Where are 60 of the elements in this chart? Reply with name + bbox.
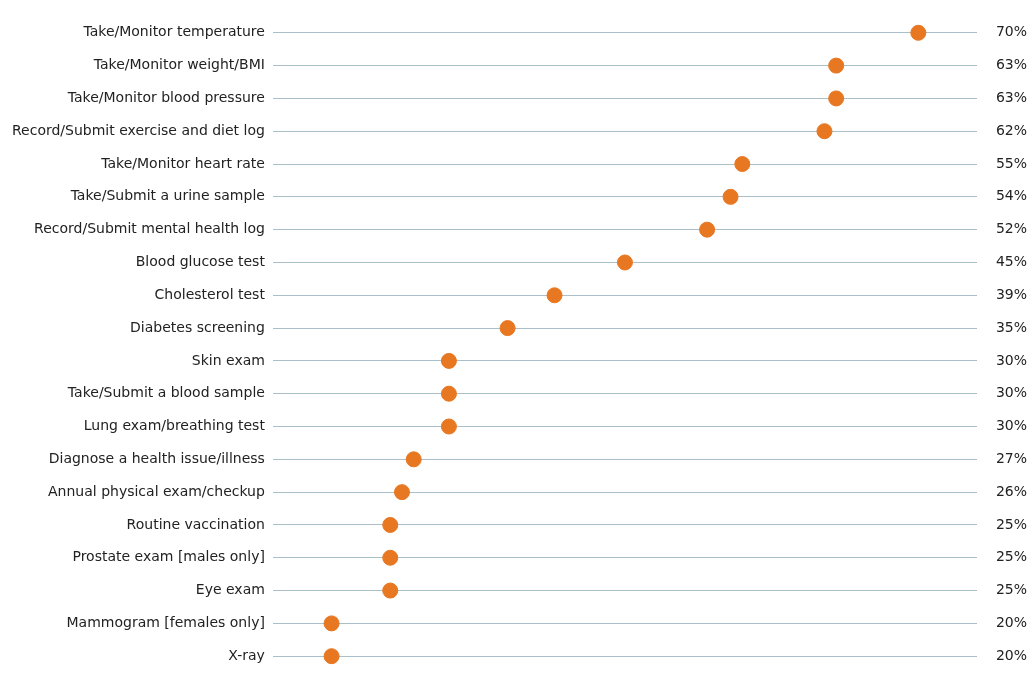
- point: [323, 648, 340, 665]
- point: [499, 320, 516, 337]
- data-label: 45%: [995, 253, 1027, 270]
- data-label: 35%: [995, 318, 1027, 335]
- data-label: 20%: [995, 614, 1027, 631]
- point: [393, 484, 410, 501]
- data-label: 27%: [995, 449, 1027, 466]
- point: [440, 418, 457, 435]
- data-label: 30%: [995, 417, 1027, 434]
- point: [405, 451, 422, 468]
- point: [734, 156, 751, 173]
- y-tick-label: Cholesterol test: [154, 285, 266, 302]
- y-tick-label: Take/Monitor blood pressure: [66, 89, 265, 106]
- data-label: 54%: [995, 187, 1027, 204]
- point: [546, 287, 563, 304]
- y-tick-label: Take/Submit a blood sample: [66, 384, 265, 401]
- data-label: 25%: [995, 515, 1027, 532]
- data-label: 39%: [995, 285, 1027, 302]
- y-tick-label: Mammogram [females only]: [66, 614, 265, 631]
- data-label: 30%: [995, 384, 1027, 401]
- data-label: 63%: [995, 89, 1027, 106]
- y-tick-label: Diabetes screening: [130, 318, 265, 335]
- y-tick-label: Take/Monitor temperature: [82, 23, 265, 40]
- point: [722, 188, 739, 205]
- point: [816, 123, 833, 140]
- y-tick-label: X-ray: [228, 646, 265, 663]
- data-label: 62%: [995, 121, 1027, 138]
- point: [382, 582, 399, 599]
- data-label: 70%: [995, 23, 1027, 40]
- point: [828, 57, 845, 74]
- y-tick-label: Lung exam/breathing test: [83, 417, 266, 434]
- y-tick-label: Record/Submit exercise and diet log: [12, 121, 265, 138]
- data-label: 63%: [995, 56, 1027, 73]
- y-tick-label: Prostate exam [males only]: [72, 548, 265, 565]
- data-label: 55%: [995, 154, 1027, 171]
- point: [382, 549, 399, 566]
- y-tick-label: Record/Submit mental health log: [34, 220, 265, 237]
- point: [382, 516, 399, 533]
- data-label: 20%: [995, 646, 1027, 663]
- data-label: 26%: [995, 482, 1027, 499]
- point: [699, 221, 716, 238]
- y-tick-label: Blood glucose test: [135, 253, 266, 270]
- point: [440, 352, 457, 369]
- y-tick-label: Skin exam: [191, 351, 265, 368]
- data-label: 25%: [995, 548, 1027, 565]
- point: [440, 385, 457, 402]
- point: [323, 615, 340, 632]
- point: [910, 24, 927, 41]
- data-label: 30%: [995, 351, 1027, 368]
- y-tick-label: Take/Monitor weight/BMI: [92, 56, 265, 73]
- y-tick-label: Take/Monitor heart rate: [100, 154, 265, 171]
- y-tick-label: Diagnose a health issue/illness: [48, 449, 265, 466]
- data-label: 25%: [995, 581, 1027, 598]
- point: [828, 90, 845, 107]
- point: [616, 254, 633, 271]
- y-tick-label: Take/Submit a urine sample: [69, 187, 265, 204]
- y-tick-label: Annual physical exam/checkup: [48, 482, 265, 499]
- y-tick-label: Routine vaccination: [126, 515, 265, 532]
- y-tick-label: Eye exam: [195, 581, 265, 598]
- data-label: 52%: [995, 220, 1027, 237]
